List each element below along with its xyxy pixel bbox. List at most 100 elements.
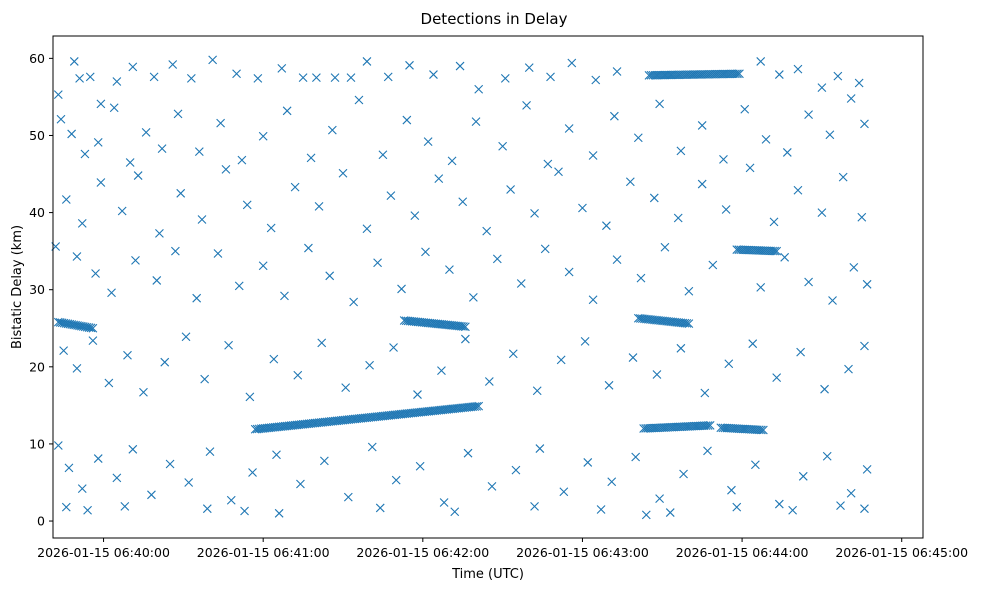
data-point [604, 380, 614, 390]
data-point [676, 343, 686, 353]
x-tick-label: 2026-01-15 06:41:00 [197, 545, 330, 560]
data-point [740, 104, 750, 114]
data-point [652, 370, 662, 379]
data-point [234, 281, 244, 291]
data-point [524, 63, 534, 73]
data-point [567, 58, 577, 68]
chart-title: Detections in Delay [421, 10, 568, 28]
data-point [836, 501, 845, 511]
data-point [854, 78, 864, 88]
y-tick-label: 20 [29, 359, 45, 374]
axes-frame [52, 35, 924, 539]
y-tick-label: 50 [29, 128, 45, 143]
data-point [152, 276, 162, 285]
track-point [84, 323, 94, 332]
data-point [625, 177, 635, 187]
data-point [165, 459, 175, 469]
data-point [258, 131, 268, 141]
data-point [559, 487, 569, 497]
data-point [750, 460, 760, 470]
data-point [820, 384, 829, 394]
x-axis: 2026-01-15 06:40:00 2026-01-15 06:41:00 20… [37, 538, 968, 560]
data-point [160, 357, 170, 367]
data-point [862, 464, 872, 474]
track-point [754, 425, 764, 435]
data-point [91, 269, 100, 278]
data-point [104, 378, 114, 388]
track-point [735, 69, 744, 79]
data-point [274, 508, 284, 518]
track-point [472, 401, 482, 411]
data-point [530, 501, 539, 511]
data-point [53, 441, 63, 450]
data-point [522, 101, 531, 110]
data-point [242, 200, 252, 210]
data-point [173, 109, 183, 119]
track-point [768, 246, 778, 256]
data-point [628, 353, 638, 362]
data-point [53, 90, 63, 99]
data-point [591, 75, 601, 85]
data-point [354, 95, 364, 105]
data-point [500, 74, 510, 83]
data-point [120, 501, 130, 511]
data-point [96, 178, 106, 187]
data-point [535, 444, 545, 453]
data-point [109, 103, 119, 113]
data-point [415, 461, 425, 471]
data-point [660, 242, 670, 252]
data-point [700, 388, 710, 398]
data-point [56, 114, 66, 124]
data-point [383, 72, 393, 82]
data-point [280, 291, 289, 301]
data-point [112, 77, 122, 86]
data-point [602, 221, 611, 231]
data-point [844, 364, 853, 374]
data-point [240, 506, 249, 516]
data-point [221, 165, 231, 174]
data-point [61, 502, 71, 512]
data-point [266, 223, 276, 233]
data-point [338, 168, 348, 178]
data-point [721, 205, 731, 214]
data-point [128, 62, 138, 72]
data-point [290, 182, 300, 192]
data-point [769, 217, 779, 227]
data-point [83, 505, 92, 515]
track-point [705, 421, 715, 430]
data-point [445, 265, 454, 275]
data-point [367, 442, 377, 452]
data-point [319, 456, 329, 466]
data-point [828, 296, 837, 305]
data-point [655, 99, 664, 109]
data-point [77, 484, 87, 494]
data-point [564, 124, 574, 133]
data-point [157, 144, 167, 153]
data-point [588, 151, 598, 160]
data-point [439, 498, 449, 507]
data-point [293, 370, 303, 380]
track-point [474, 401, 484, 411]
data-point [860, 504, 869, 514]
track-point [733, 69, 742, 79]
track-point [682, 319, 692, 328]
data-point [748, 339, 758, 349]
data-point [471, 117, 481, 126]
track-point [758, 425, 768, 435]
data-point [272, 450, 281, 460]
data-point [365, 360, 374, 370]
track-point [460, 322, 470, 332]
data-point [269, 354, 279, 364]
data-point [817, 83, 827, 93]
data-point [96, 99, 106, 109]
data-point [511, 465, 521, 475]
data-point [317, 338, 327, 348]
data-point [719, 154, 728, 164]
data-point [636, 273, 646, 283]
data-point [413, 390, 422, 399]
data-point [149, 72, 159, 82]
data-point [245, 392, 255, 402]
data-point [72, 363, 82, 373]
